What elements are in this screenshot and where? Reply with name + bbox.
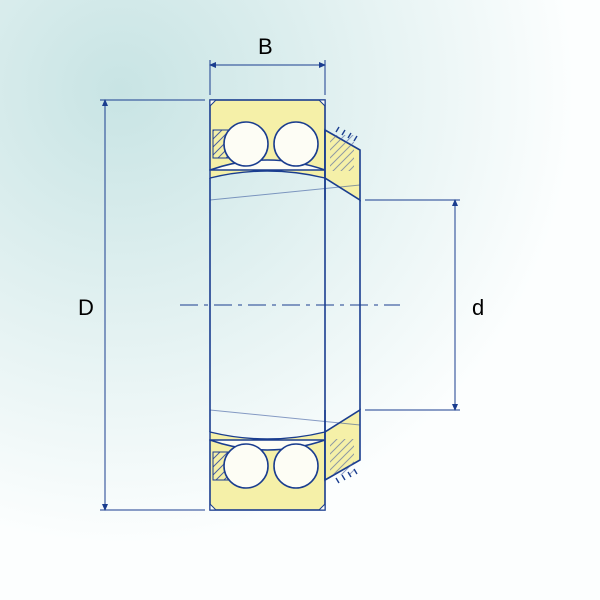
label-d: d (472, 295, 484, 321)
label-B: B (258, 34, 273, 60)
upper-section (210, 100, 325, 178)
lower-section (210, 432, 325, 510)
label-D: D (78, 295, 94, 321)
